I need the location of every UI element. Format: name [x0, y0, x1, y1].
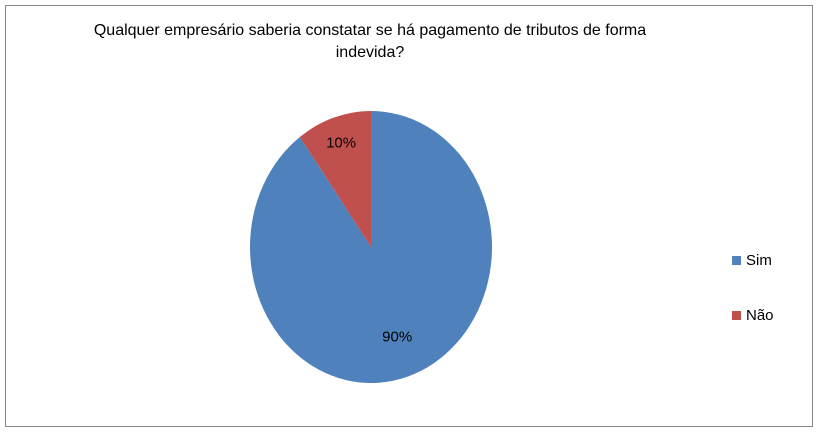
chart-title: Qualquer empresário saberia constatar se… — [93, 22, 647, 61]
pie-slice — [299, 111, 371, 247]
data-label: 10% — [326, 134, 356, 151]
legend-label: Não — [746, 307, 774, 324]
data-label: 90% — [382, 329, 412, 346]
legend-swatch — [732, 256, 741, 265]
pie-slice — [249, 111, 492, 383]
legend-label: Sim — [746, 252, 772, 269]
legend-swatch — [732, 311, 741, 320]
